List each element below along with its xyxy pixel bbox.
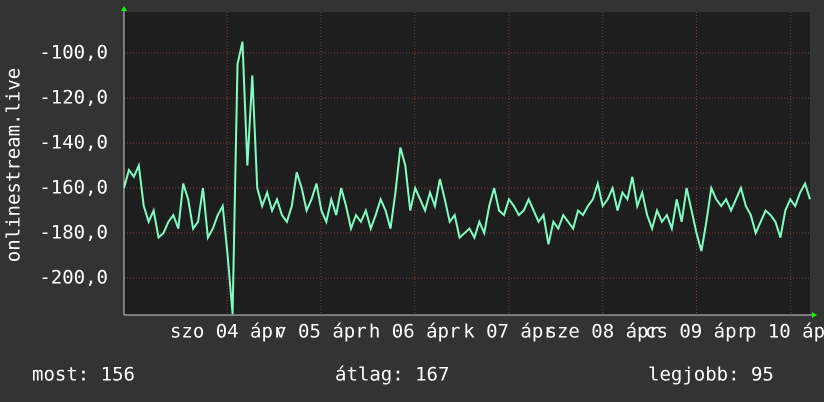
x-tick-label: sze 08 ápr bbox=[546, 321, 660, 343]
x-tick-label: h 06 ápr bbox=[369, 321, 461, 343]
y-tick-label: -100,0 bbox=[39, 41, 108, 63]
y-tick-label: -180,0 bbox=[39, 222, 108, 244]
x-tick-label: cs 09 ápr bbox=[645, 321, 748, 343]
x-tick-label: k 07 ápr bbox=[463, 321, 555, 343]
x-tick-label: szo 04 ápr bbox=[170, 321, 284, 343]
y-axis-label: onlinestream.live bbox=[3, 68, 25, 262]
y-tick-label: -120,0 bbox=[39, 86, 108, 108]
stat-current: most: 156 bbox=[32, 364, 135, 386]
axis-arrow bbox=[812, 312, 817, 318]
y-tick-label: -200,0 bbox=[39, 267, 108, 289]
stat-average: átlag: 167 bbox=[335, 364, 449, 386]
x-tick-label: v 05 ápr bbox=[275, 321, 367, 343]
stat-best: legjobb: 95 bbox=[648, 364, 774, 386]
y-tick-label: -160,0 bbox=[39, 177, 108, 199]
x-tick-label: p 10 ápr bbox=[745, 321, 824, 343]
y-tick-label: -140,0 bbox=[39, 132, 108, 154]
axis-arrow bbox=[121, 6, 127, 11]
data-line bbox=[123, 41, 811, 315]
